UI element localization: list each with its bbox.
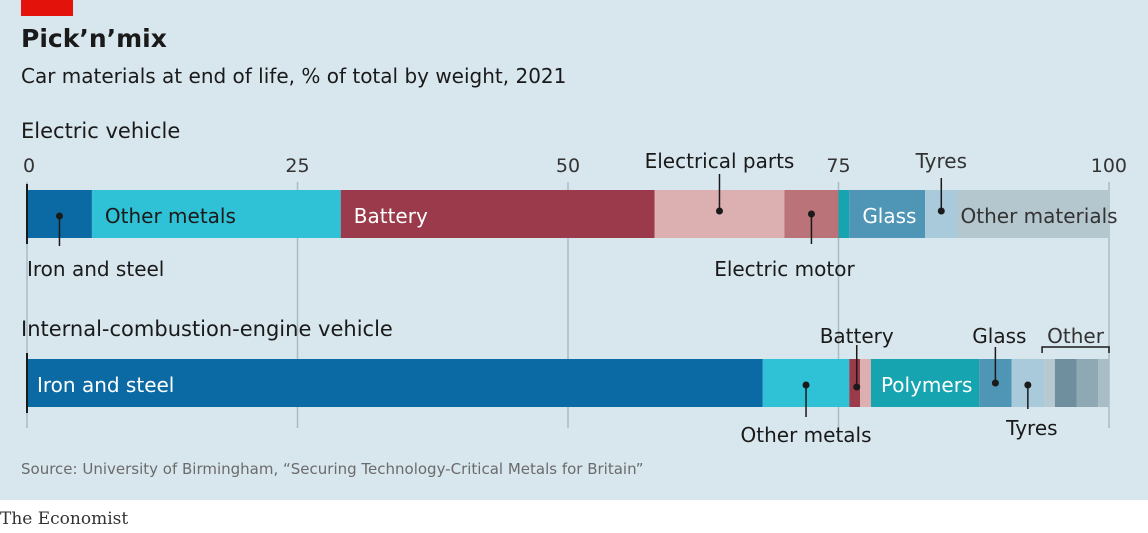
ice-glass-dot [991,379,999,387]
bar-segment-unlabelled [1054,359,1077,407]
brand-red-tag [21,0,73,16]
bar-label-iron-and-steel: Iron and steel [37,373,174,397]
bar-label-other-metals: Other metals [105,204,236,228]
x-tick-label: 50 [556,155,580,177]
bar-label-glass: Glass [862,204,916,228]
ice-battery-dot [853,383,861,391]
bar-label-battery: Battery [820,324,894,348]
bar-segment-battery [340,190,655,238]
bar-segment-other-metals [91,190,341,238]
bar-segment-unlabelled [1044,359,1055,407]
series-title: Internal-combustion-engine vehicle [21,317,393,341]
bar-label-other: Other [1047,324,1105,348]
ev-tyres-dot [937,207,945,215]
ice-other-metals-dot [802,381,810,389]
x-tick-label: 0 [23,155,35,177]
bar-label-electrical-parts: Electrical parts [645,149,795,173]
chart-subtitle: Car materials at end of life, % of total… [21,64,567,88]
x-tick-label: 25 [285,155,309,177]
ev-electrical-dot [715,207,723,215]
bar-label-iron-and-steel: Iron and steel [27,257,164,281]
brand-wordmark: The Economist [0,509,129,529]
chart-panel: Pick’n’mix Car materials at end of life,… [0,0,1148,500]
ev-iron-dot [55,212,63,220]
ev-motor-dot [807,210,815,218]
stacked-bar-chart: 0 25 50 75 100 Electric vehicle Internal-combu… [21,119,1127,447]
bar-segment-polymers [870,359,980,407]
bar-segment-glass [849,190,926,238]
x-tick-label: 100 [1091,155,1127,177]
bar-segment-other-materials [957,190,1109,238]
series-title: Electric vehicle [21,119,180,143]
bar-label-battery: Battery [354,204,428,228]
x-tick-label: 75 [826,155,850,177]
bar-segment-unlabelled [838,190,850,238]
other-bracket [1041,346,1110,353]
bar-label-tyres: Tyres [1005,416,1057,440]
chart-title: Pick’n’mix [21,24,167,53]
bar-label-polymers: Polymers [881,373,972,397]
bar-segment-iron-and-steel [27,359,763,407]
ice-tyres-dot [1024,381,1032,389]
bar-segment-unlabelled [1076,359,1099,407]
bar-segment-battery [849,359,861,407]
bar-label-glass: Glass [972,324,1026,348]
bar-segment-unlabelled [860,359,871,407]
bar-label-other-metals: Other metals [741,423,872,447]
bar-label-other-materials: Other materials [961,204,1118,228]
bar-segment-unlabelled [1098,359,1109,407]
source-note: Source: University of Birmingham, “Secur… [21,460,644,478]
bar-label-tyres: Tyres [915,149,967,173]
bar-label-electric-motor: Electric motor [714,257,855,281]
